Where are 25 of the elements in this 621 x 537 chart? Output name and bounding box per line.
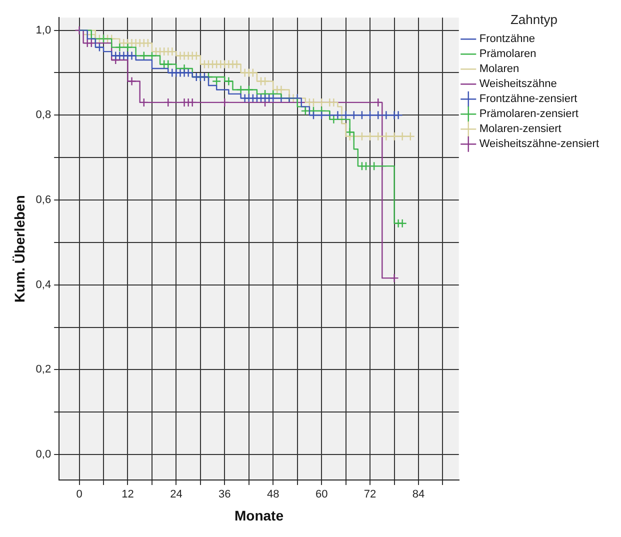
- legend-label: Molaren-zensiert: [479, 123, 562, 136]
- y-tick-label: 0,2: [36, 364, 52, 376]
- legend-label: Prämolaren: [479, 48, 536, 60]
- x-tick-label: 0: [76, 488, 82, 501]
- legend-label: Prämolaren-zensiert: [479, 108, 578, 120]
- y-tick-label: 0,6: [36, 194, 52, 206]
- x-axis-title: Monate: [234, 507, 284, 524]
- x-tick-label: 72: [364, 488, 376, 501]
- x-tick-label: 48: [266, 488, 280, 501]
- y-axis-title: Kum. Überleben: [11, 195, 28, 302]
- x-tick-label: 84: [412, 488, 425, 501]
- legend-label: Frontzähne: [479, 33, 536, 46]
- legend-title: Zahntyp: [510, 12, 558, 28]
- legend-label: Frontzähne-zensiert: [479, 93, 578, 106]
- y-tick-label: 0,4: [36, 278, 52, 291]
- x-tick-label: 24: [170, 488, 182, 501]
- x-tick-label: 12: [122, 488, 134, 501]
- y-tick-label: 0,0: [36, 448, 52, 461]
- y-tick-label: 0,8: [36, 109, 52, 122]
- legend-label: Molaren: [479, 63, 520, 76]
- legend-label: Weisheitszähne: [479, 78, 557, 90]
- x-tick-label: 36: [218, 488, 231, 501]
- y-tick-label: 1,0: [36, 24, 52, 36]
- x-tick-label: 60: [315, 488, 328, 501]
- legend-label: Weisheitszähne-zensiert: [479, 138, 600, 150]
